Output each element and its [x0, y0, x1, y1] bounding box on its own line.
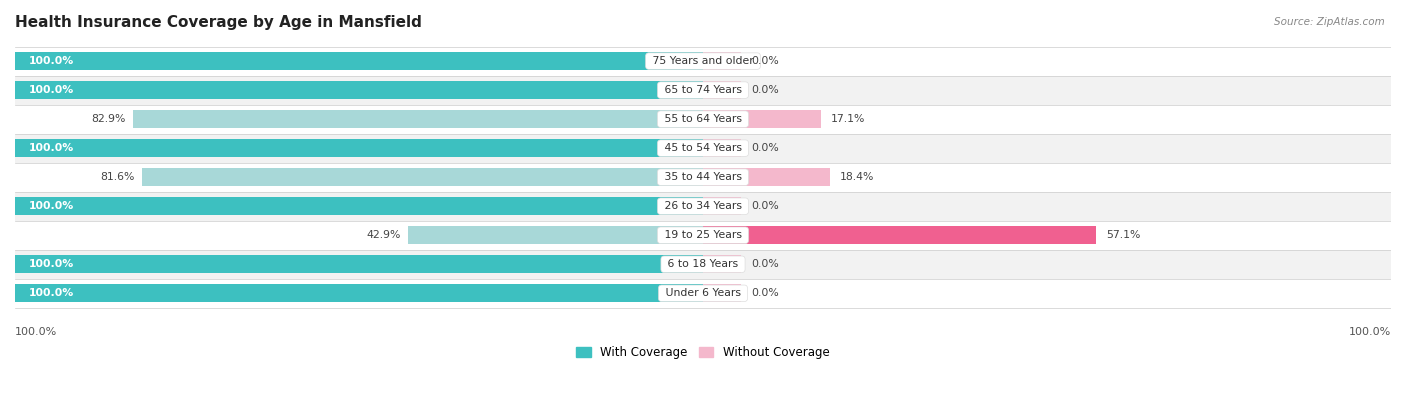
- Bar: [703, 168, 830, 186]
- Text: 0.0%: 0.0%: [751, 143, 779, 153]
- Text: Source: ZipAtlas.com: Source: ZipAtlas.com: [1274, 17, 1385, 27]
- Text: 57.1%: 57.1%: [1107, 230, 1140, 240]
- Bar: [703, 197, 741, 215]
- Text: 100.0%: 100.0%: [28, 259, 75, 269]
- Bar: [703, 52, 741, 70]
- Text: 0.0%: 0.0%: [751, 201, 779, 211]
- Bar: [408, 226, 703, 244]
- Bar: [15, 221, 1391, 250]
- Text: 100.0%: 100.0%: [28, 143, 75, 153]
- Text: 82.9%: 82.9%: [91, 114, 125, 124]
- Bar: [15, 52, 703, 70]
- Text: 100.0%: 100.0%: [28, 288, 75, 298]
- Text: Health Insurance Coverage by Age in Mansfield: Health Insurance Coverage by Age in Mans…: [15, 15, 422, 30]
- Bar: [703, 139, 741, 157]
- Text: 45 to 54 Years: 45 to 54 Years: [661, 143, 745, 153]
- Bar: [15, 192, 1391, 221]
- Text: 35 to 44 Years: 35 to 44 Years: [661, 172, 745, 182]
- Text: 18.4%: 18.4%: [839, 172, 875, 182]
- Text: 0.0%: 0.0%: [751, 259, 779, 269]
- Text: 17.1%: 17.1%: [831, 114, 865, 124]
- Text: 6 to 18 Years: 6 to 18 Years: [664, 259, 742, 269]
- Text: Under 6 Years: Under 6 Years: [662, 288, 744, 298]
- Bar: [703, 284, 741, 302]
- Text: 42.9%: 42.9%: [367, 230, 401, 240]
- Text: 26 to 34 Years: 26 to 34 Years: [661, 201, 745, 211]
- Text: 65 to 74 Years: 65 to 74 Years: [661, 85, 745, 95]
- Bar: [15, 46, 1391, 76]
- Text: 100.0%: 100.0%: [28, 85, 75, 95]
- Bar: [15, 250, 1391, 279]
- Bar: [703, 255, 741, 273]
- Bar: [15, 197, 703, 215]
- Bar: [15, 105, 1391, 134]
- Text: 19 to 25 Years: 19 to 25 Years: [661, 230, 745, 240]
- Text: 81.6%: 81.6%: [100, 172, 135, 182]
- Bar: [15, 81, 703, 99]
- Bar: [132, 110, 703, 128]
- Bar: [703, 110, 821, 128]
- Bar: [15, 139, 703, 157]
- Text: 0.0%: 0.0%: [751, 56, 779, 66]
- Bar: [15, 255, 703, 273]
- Bar: [15, 163, 1391, 192]
- Bar: [15, 76, 1391, 105]
- Text: 0.0%: 0.0%: [751, 288, 779, 298]
- Legend: With Coverage, Without Coverage: With Coverage, Without Coverage: [572, 341, 834, 364]
- Bar: [703, 226, 1095, 244]
- Text: 75 Years and older: 75 Years and older: [650, 56, 756, 66]
- Text: 55 to 64 Years: 55 to 64 Years: [661, 114, 745, 124]
- Bar: [142, 168, 703, 186]
- Text: 100.0%: 100.0%: [15, 327, 58, 337]
- Text: 100.0%: 100.0%: [28, 201, 75, 211]
- Bar: [15, 134, 1391, 163]
- Bar: [15, 279, 1391, 308]
- Bar: [703, 81, 741, 99]
- Bar: [15, 284, 703, 302]
- Text: 100.0%: 100.0%: [1348, 327, 1391, 337]
- Text: 100.0%: 100.0%: [28, 56, 75, 66]
- Text: 0.0%: 0.0%: [751, 85, 779, 95]
